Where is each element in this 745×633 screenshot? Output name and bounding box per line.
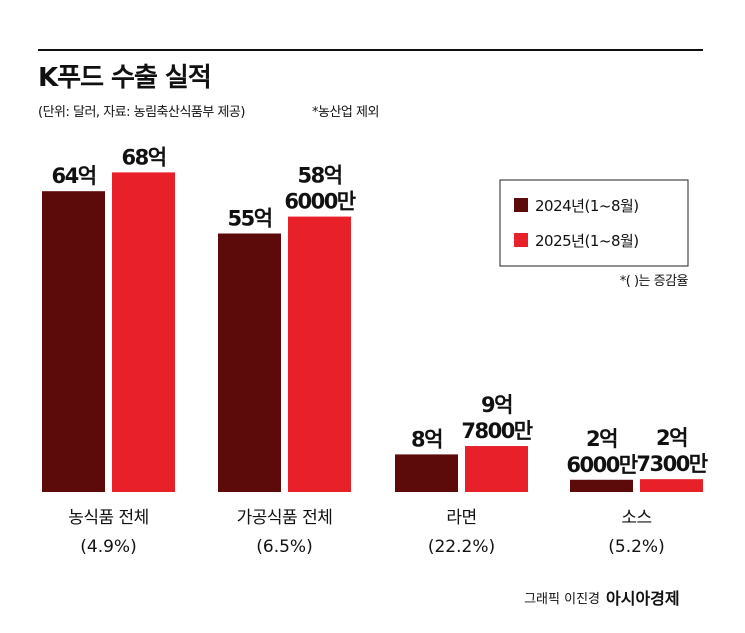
legend-note: *( )는 증감율 xyxy=(620,274,689,289)
brand: 아시아경제 xyxy=(606,589,680,608)
legend-label: 2025년(1~8월) xyxy=(535,232,639,250)
bar xyxy=(112,172,175,492)
x-tick-label: 가공식품 전체 xyxy=(237,508,333,528)
legend-swatch xyxy=(514,198,528,212)
growth-label: (22.2%) xyxy=(428,537,495,557)
bar xyxy=(570,479,633,492)
value-label: 9억 7800만 xyxy=(461,393,532,443)
legend-label: 2024년(1~8월) xyxy=(535,197,639,215)
bar xyxy=(42,191,105,492)
legend-swatch xyxy=(514,233,528,247)
bar xyxy=(640,479,703,492)
chart-title: K푸드 수출 실적 xyxy=(38,63,211,93)
bar xyxy=(465,446,528,492)
value-label: 2억 7300만 xyxy=(636,426,707,476)
x-tick-label: 소스 xyxy=(621,508,651,528)
bar xyxy=(218,233,281,492)
x-tick-label: 라면 xyxy=(446,508,476,528)
growth-label: (4.9%) xyxy=(80,537,136,557)
value-label: 8억 xyxy=(411,427,442,451)
growth-label: (5.2%) xyxy=(608,537,664,557)
value-label: 55억 xyxy=(227,207,271,231)
value-label: 64억 xyxy=(51,164,95,188)
value-label: 2억 6000만 xyxy=(566,427,637,477)
bar xyxy=(288,216,351,492)
bar xyxy=(395,454,458,492)
legend-box xyxy=(499,179,689,267)
subtitle: (단위: 달러, 자료: 농림축산식품부 제공) xyxy=(38,105,245,120)
note: *농산업 제외 xyxy=(312,105,379,120)
value-label: 58억 6000만 xyxy=(284,164,355,214)
credit: 그래픽 이진경 xyxy=(524,592,600,607)
value-label: 68억 xyxy=(121,145,165,169)
growth-label: (6.5%) xyxy=(256,537,312,557)
x-tick-label: 농식품 전체 xyxy=(68,508,149,528)
